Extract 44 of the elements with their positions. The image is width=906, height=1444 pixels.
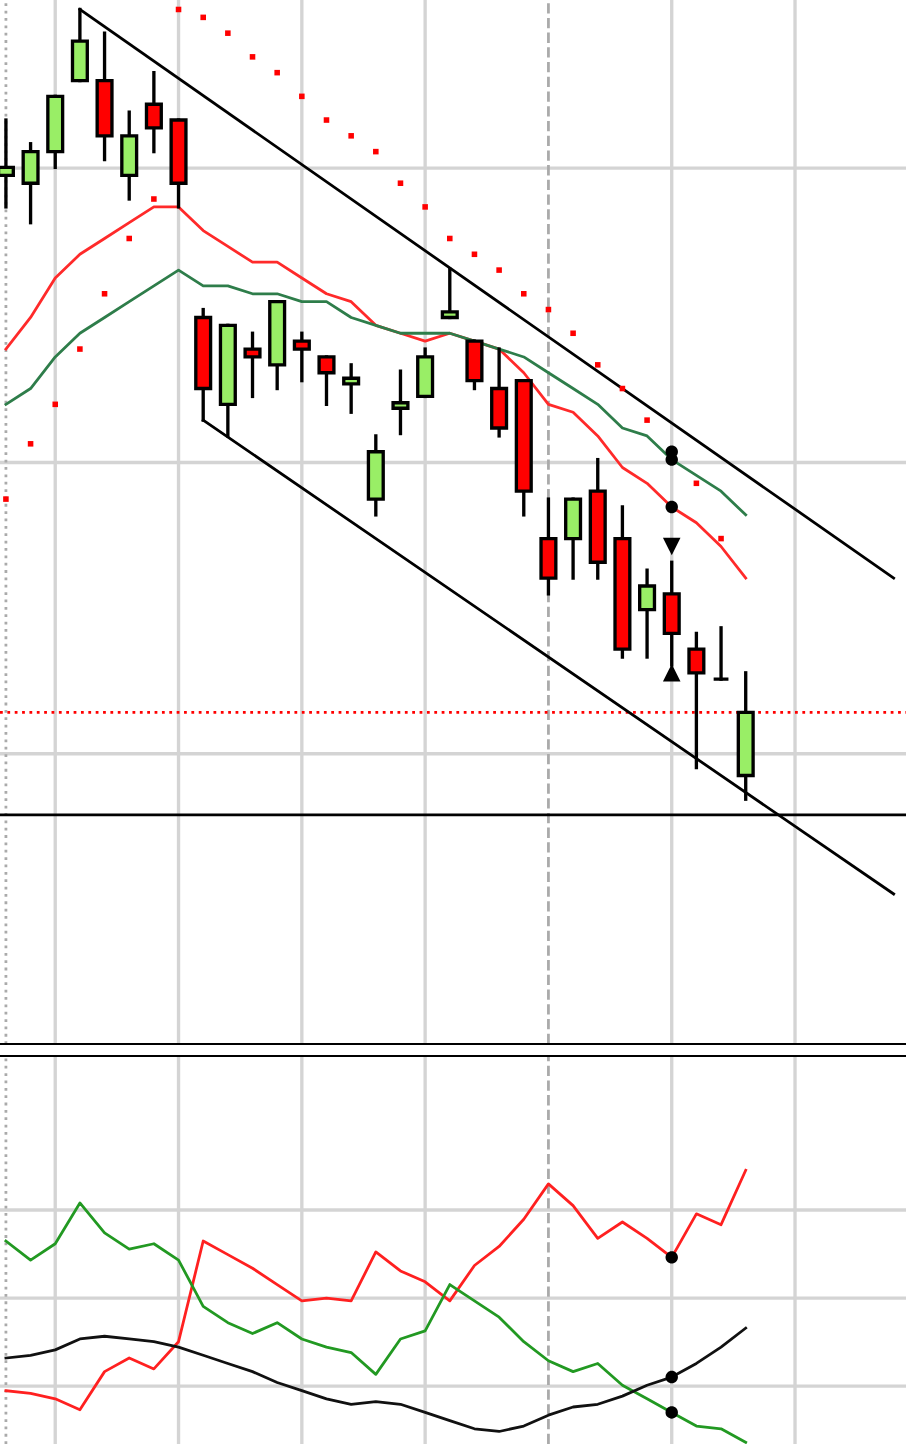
candlestick xyxy=(21,142,40,225)
point xyxy=(3,496,9,502)
candlestick xyxy=(366,434,385,517)
candlestick xyxy=(490,347,509,438)
point xyxy=(570,330,576,337)
point xyxy=(323,117,330,123)
point xyxy=(520,290,527,297)
point xyxy=(52,401,59,408)
candlestick xyxy=(317,355,336,406)
candlestick xyxy=(711,626,731,681)
point xyxy=(151,196,157,202)
candlestick xyxy=(416,347,435,399)
candlestick xyxy=(638,568,657,659)
candlestick xyxy=(144,70,163,154)
candlestick xyxy=(465,339,484,391)
candlestick xyxy=(292,331,311,383)
point xyxy=(77,346,83,352)
point xyxy=(662,664,681,682)
point xyxy=(373,148,379,155)
candlestick xyxy=(391,369,410,436)
point xyxy=(594,362,601,368)
point xyxy=(447,235,453,242)
candlestick xyxy=(120,110,139,201)
point xyxy=(496,267,502,273)
point xyxy=(718,535,724,542)
candlestick xyxy=(440,267,459,320)
point xyxy=(422,204,428,210)
point xyxy=(200,14,206,21)
candlestick xyxy=(342,363,361,414)
point xyxy=(644,417,650,423)
candlestick xyxy=(243,331,262,399)
point xyxy=(101,290,108,297)
candlestick xyxy=(564,497,583,580)
point xyxy=(665,500,678,514)
point xyxy=(27,441,34,447)
point xyxy=(397,180,404,186)
point xyxy=(274,69,280,76)
point xyxy=(348,133,354,139)
point xyxy=(225,30,231,36)
point xyxy=(299,93,305,100)
point xyxy=(662,537,681,556)
candlestick xyxy=(539,497,558,596)
point xyxy=(126,235,132,242)
point xyxy=(249,54,256,60)
